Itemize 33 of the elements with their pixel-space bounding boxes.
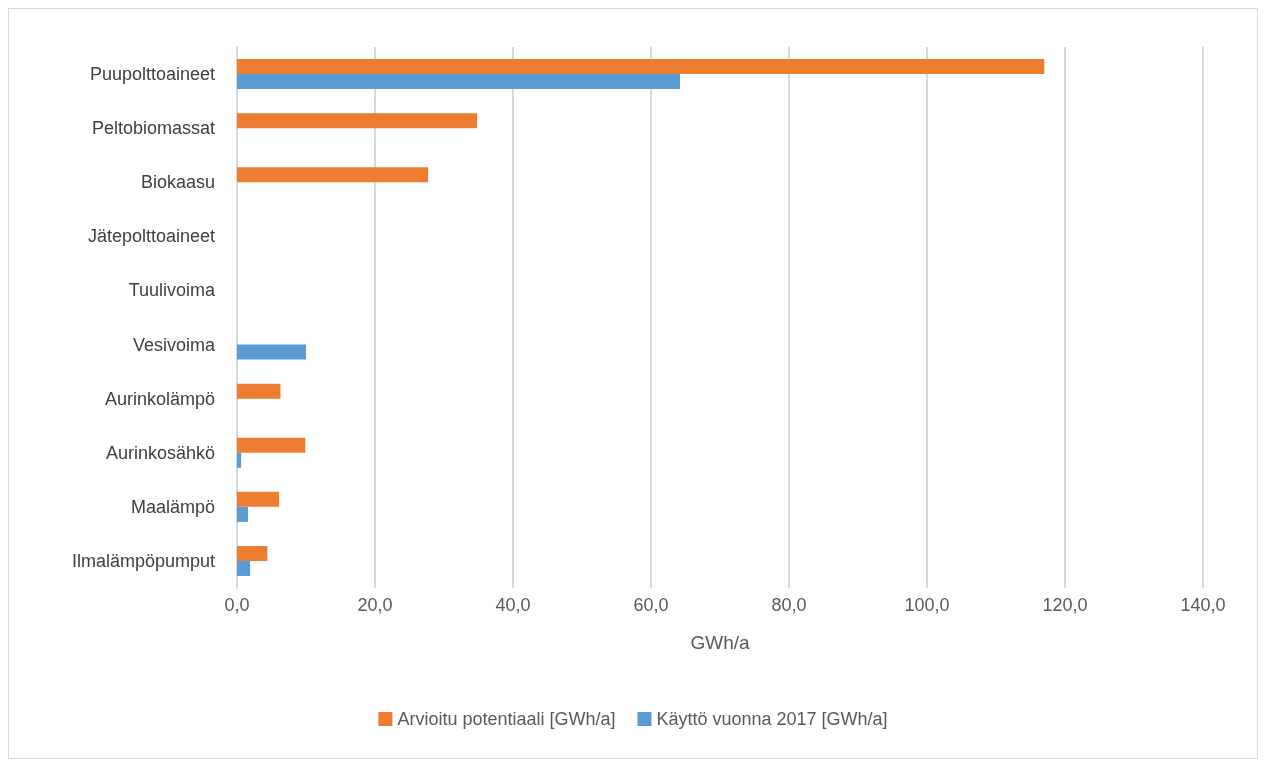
legend-label: Käyttö vuonna 2017 [GWh/a] bbox=[656, 709, 888, 729]
y-tick-label: Peltobiomassat bbox=[91, 118, 215, 139]
bar bbox=[237, 344, 306, 360]
x-tick-label: 40,0 bbox=[495, 595, 531, 615]
bar bbox=[237, 545, 268, 561]
y-tick-label: Puupolttoaineet bbox=[89, 64, 215, 85]
x-tick-label: 140,0 bbox=[1180, 595, 1226, 615]
legend-label: Arvioitu potentiaali [GWh/a] bbox=[397, 709, 616, 729]
x-tick-label: 120,0 bbox=[1042, 595, 1088, 615]
y-tick-label: Biokaasu bbox=[140, 172, 215, 193]
bar bbox=[237, 113, 478, 129]
x-tick-label: 0,0 bbox=[224, 595, 250, 615]
x-tick-label: 100,0 bbox=[904, 595, 950, 615]
bar bbox=[237, 506, 249, 522]
bar bbox=[237, 452, 242, 468]
x-axis-title: GWh/a bbox=[690, 632, 750, 653]
bar bbox=[237, 383, 281, 399]
bar bbox=[237, 74, 680, 90]
x-tick-label: 20,0 bbox=[357, 595, 393, 615]
y-tick-label: Jätepolttoaineet bbox=[87, 226, 215, 247]
y-tick-label: Maalämpö bbox=[130, 496, 215, 517]
y-tick-label: Aurinkosähkö bbox=[105, 442, 215, 463]
bar bbox=[237, 437, 306, 453]
bar bbox=[237, 167, 429, 183]
bar bbox=[237, 491, 280, 507]
y-tick-label: Ilmalämpöpumput bbox=[71, 550, 215, 571]
y-tick-label: Tuulivoima bbox=[128, 280, 216, 301]
bar bbox=[237, 59, 1045, 75]
x-tick-label: 80,0 bbox=[771, 595, 807, 615]
y-tick-label: Vesivoima bbox=[132, 334, 216, 355]
y-tick-label: Aurinkolämpö bbox=[104, 388, 215, 409]
x-tick-label: 60,0 bbox=[633, 595, 669, 615]
bar bbox=[237, 560, 251, 576]
